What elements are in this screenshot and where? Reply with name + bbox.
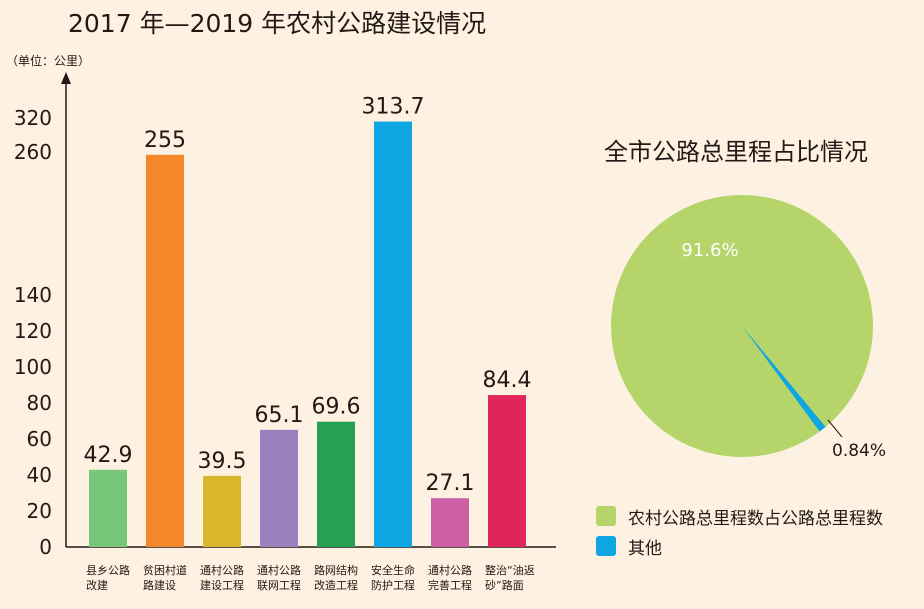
y-axis-arrow: [61, 72, 71, 84]
bar: [431, 498, 469, 547]
pie-label-other: 0.84%: [832, 441, 886, 461]
bar-value-label: 69.6: [312, 395, 361, 420]
y-tick-label: 320: [14, 106, 52, 130]
x-category-label: 安全生命: [371, 563, 415, 577]
bar-value-label: 27.1: [426, 471, 475, 496]
x-category-label: 砂”路面: [485, 579, 524, 592]
x-category-label: 整治“油返: [485, 563, 535, 577]
pie-label-rural: 91.6%: [681, 240, 738, 261]
y-tick-label: 120: [14, 319, 52, 343]
legend-label-rural: 农村公路总里程数占公路总里程数: [628, 508, 883, 529]
bar-chart-title: 2017 年—2019 年农村公路建设情况: [68, 9, 487, 38]
legend-swatch-other: [596, 536, 616, 556]
bar: [317, 421, 355, 547]
bar: [89, 469, 127, 547]
y-tick-label: 20: [27, 499, 52, 523]
x-category-label: 通村公路: [200, 563, 244, 577]
legend-item-other: 其他: [596, 535, 662, 559]
bar-value-label: 39.5: [198, 449, 247, 474]
bar: [374, 121, 412, 547]
legend-label-other: 其他: [628, 538, 662, 559]
pie-slice-other: [742, 326, 826, 432]
y-tick-label: 60: [27, 427, 52, 451]
x-category-label: 路网结构: [314, 563, 358, 577]
x-category-label: 路建设: [143, 578, 176, 592]
y-tick-label: 40: [27, 463, 52, 487]
x-category-label: 改建: [86, 578, 108, 592]
y-tick-label: 140: [14, 283, 52, 307]
pie-leader-line: [827, 419, 843, 438]
legend-item-rural: 农村公路总里程数占公路总里程数: [596, 505, 883, 529]
x-category-label: 改造工程: [314, 578, 358, 592]
unit-label: （单位：公里）: [6, 54, 91, 68]
pie-chart-title: 全市公路总里程占比情况: [604, 138, 868, 166]
x-category-label: 县乡公路: [86, 564, 130, 577]
x-category-label: 防护工程: [371, 578, 415, 592]
bar: [488, 395, 526, 547]
bar-value-label: 42.9: [84, 443, 133, 468]
bar-value-label: 65.1: [255, 403, 304, 428]
bar: [146, 154, 184, 548]
bar-value-label: 84.4: [483, 368, 532, 393]
y-tick-label: 80: [27, 391, 52, 415]
bar: [203, 475, 241, 547]
x-category-label: 贫困村道: [143, 563, 187, 577]
x-category-label: 建设工程: [200, 578, 244, 592]
y-tick-label: 0: [39, 535, 52, 559]
x-category-label: 通村公路: [257, 563, 301, 577]
bar-value-label: 255: [144, 128, 186, 153]
y-tick-label: 100: [14, 355, 52, 379]
x-category-label: 联网工程: [257, 579, 301, 592]
y-tick-label: 260: [14, 140, 52, 164]
legend-swatch-rural: [596, 506, 616, 526]
x-category-label: 完善工程: [428, 578, 472, 592]
bar-value-label: 313.7: [362, 95, 425, 120]
x-category-label: 通村公路: [428, 563, 472, 577]
bar: [260, 429, 298, 547]
